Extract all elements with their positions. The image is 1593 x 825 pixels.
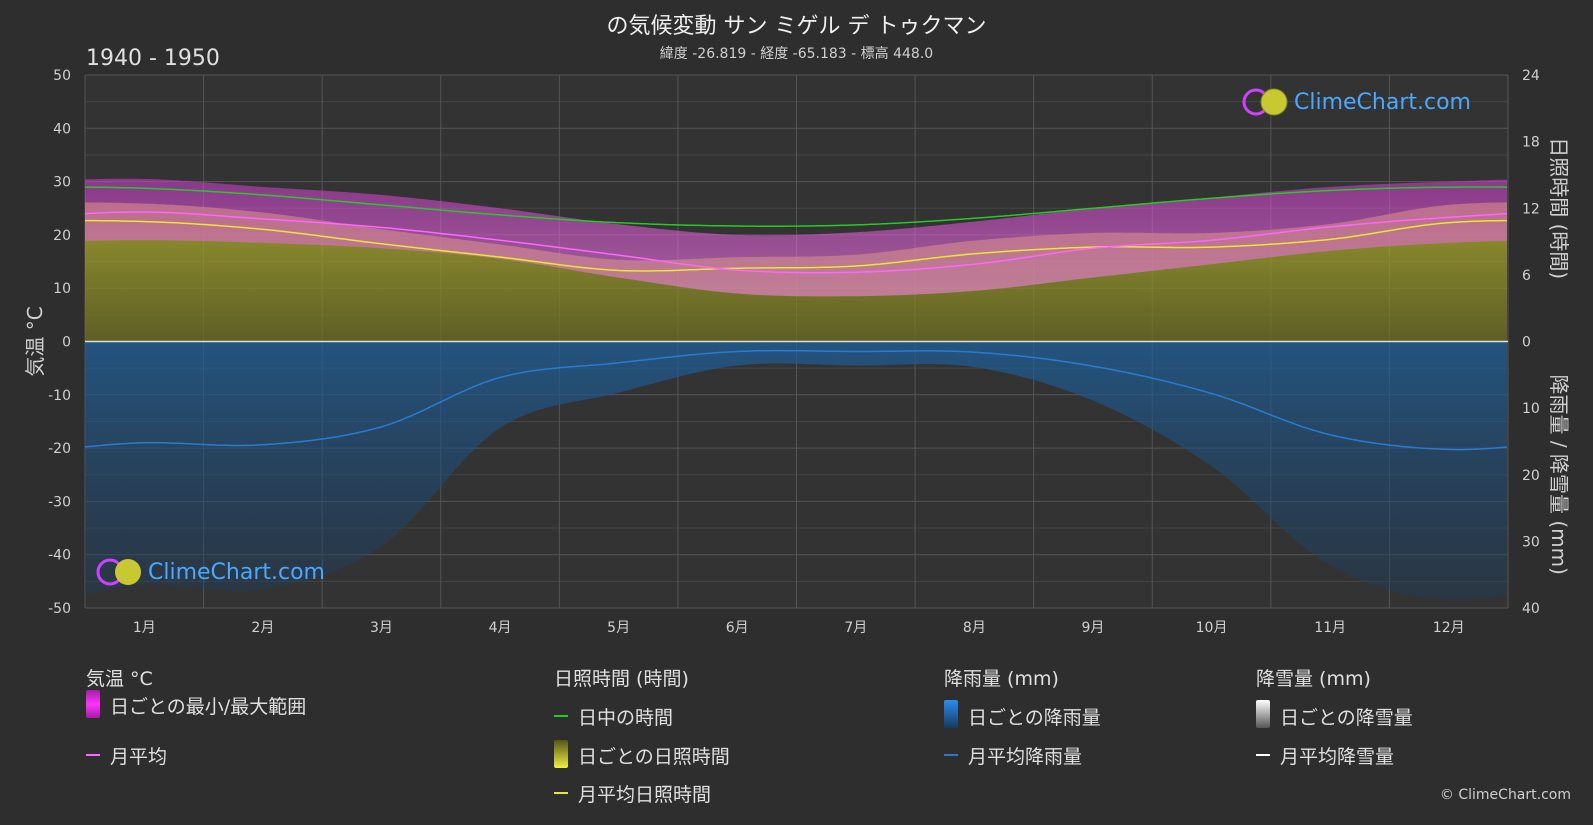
month-tick-label: 12月 <box>1433 620 1465 636</box>
logo-text: ClimeChart.com <box>1294 89 1471 115</box>
temp-avg-swatch <box>86 754 100 756</box>
legend-temperature-heading: 気温 °C <box>86 668 153 690</box>
left-tick-label: -40 <box>48 548 71 564</box>
legend-rain-heading: 降雨量 (mm) <box>944 668 1059 690</box>
left-tick-label: -50 <box>48 601 71 617</box>
right-top-tick-label: 6 <box>1522 268 1531 284</box>
month-tick-label: 7月 <box>844 620 867 636</box>
temp-avg-line <box>84 211 1508 274</box>
left-tick-label: 40 <box>53 121 71 137</box>
left-tick-label: 50 <box>53 68 71 84</box>
logo-top-right: ClimeChart.com <box>1240 86 1471 118</box>
axes: 50 40 30 20 10 0 -10 -20 -30 -40 -50 24 18 12 6 0 10 20 30… <box>23 68 1571 636</box>
month-tick-label: 5月 <box>607 620 630 636</box>
month-tick-label: 11月 <box>1314 620 1346 636</box>
left-tick-label: 10 <box>53 281 71 297</box>
left-tick-label: 30 <box>53 175 71 191</box>
rain-avg-swatch <box>944 754 958 756</box>
legend-temp-avg: 月平均 <box>110 746 168 768</box>
left-tick-label: -10 <box>48 388 71 404</box>
month-tick-label: 6月 <box>726 620 749 636</box>
month-tick-label: 1月 <box>133 620 156 636</box>
logo-bottom-left: ClimeChart.com <box>94 556 325 588</box>
legend-temp-range: 日ごとの最小/最大範囲 <box>110 696 307 718</box>
left-axis-label: 気温 °C <box>23 306 47 376</box>
rain-swatch <box>944 700 958 728</box>
temp-range-swatch <box>86 690 100 718</box>
legend-sunshine-heading: 日照時間 (時間) <box>554 668 689 690</box>
right-bottom-tick-label: 40 <box>1522 601 1540 617</box>
right-bottom-tick-label: 20 <box>1522 468 1540 484</box>
legend-sunshine-avg: 月平均日照時間 <box>578 784 712 806</box>
month-tick-label: 10月 <box>1196 620 1228 636</box>
legend-snow-avg: 月平均降雪量 <box>1280 746 1395 768</box>
right-top-tick-label: 12 <box>1522 201 1540 217</box>
month-tick-label: 9月 <box>1081 620 1104 636</box>
period-label: 1940 - 1950 <box>86 46 220 71</box>
climechart-logo-icon <box>96 558 141 586</box>
month-tick-label: 3月 <box>370 620 393 636</box>
right-top-tick-label: 0 <box>1522 335 1531 351</box>
chart-title: の気候変動 サン ミゲル デ トゥクマン <box>606 14 987 39</box>
left-tick-label: -30 <box>48 494 71 510</box>
right-bottom-axis-label: 降雨量 / 降雪量 (mm) <box>1547 375 1571 575</box>
logo-text: ClimeChart.com <box>148 559 325 585</box>
snow-swatch <box>1256 700 1270 728</box>
month-tick-label: 8月 <box>963 620 986 636</box>
rain-daily-band <box>85 341 1507 601</box>
rain-avg-line <box>84 349 1508 451</box>
legend-sunshine-daily: 日ごとの日照時間 <box>578 746 730 768</box>
legend-rain-avg: 月平均降雨量 <box>968 746 1083 768</box>
month-tick-label: 2月 <box>251 620 274 636</box>
right-top-tick-label: 24 <box>1522 68 1540 84</box>
rain-area <box>85 341 1507 601</box>
copyright: © ClimeChart.com <box>1439 787 1571 803</box>
left-tick-label: 20 <box>53 228 71 244</box>
temperature-range-area <box>85 178 1507 297</box>
temperature-range-band <box>85 178 1507 297</box>
sunshine-avg-swatch <box>554 792 568 794</box>
month-tick-label: 4月 <box>489 620 512 636</box>
daylight-line <box>85 186 1507 227</box>
right-top-axis-label: 日照時間 (時間) <box>1547 137 1571 279</box>
daylight-swatch <box>554 715 568 717</box>
right-top-tick-label: 18 <box>1522 135 1540 151</box>
right-bottom-tick-label: 10 <box>1522 401 1540 417</box>
series-lines <box>84 186 1508 451</box>
chart-subtitle: 緯度 -26.819 - 経度 -65.183 - 標高 448.0 <box>659 46 934 62</box>
snow-avg-swatch <box>1256 754 1270 756</box>
legend-rain-daily: 日ごとの降雨量 <box>968 707 1101 729</box>
legend-snow-daily: 日ごとの降雪量 <box>1280 707 1413 729</box>
sunshine-avg-line <box>85 219 1507 272</box>
sunshine-swatch <box>554 740 568 768</box>
legend-daylight: 日中の時間 <box>578 707 674 729</box>
climechart-logo-icon <box>1242 88 1288 116</box>
legend-snow-heading: 降雪量 (mm) <box>1256 668 1371 690</box>
left-tick-label: -20 <box>48 441 71 457</box>
left-tick-label: 0 <box>62 335 71 351</box>
right-bottom-tick-label: 30 <box>1522 534 1540 550</box>
